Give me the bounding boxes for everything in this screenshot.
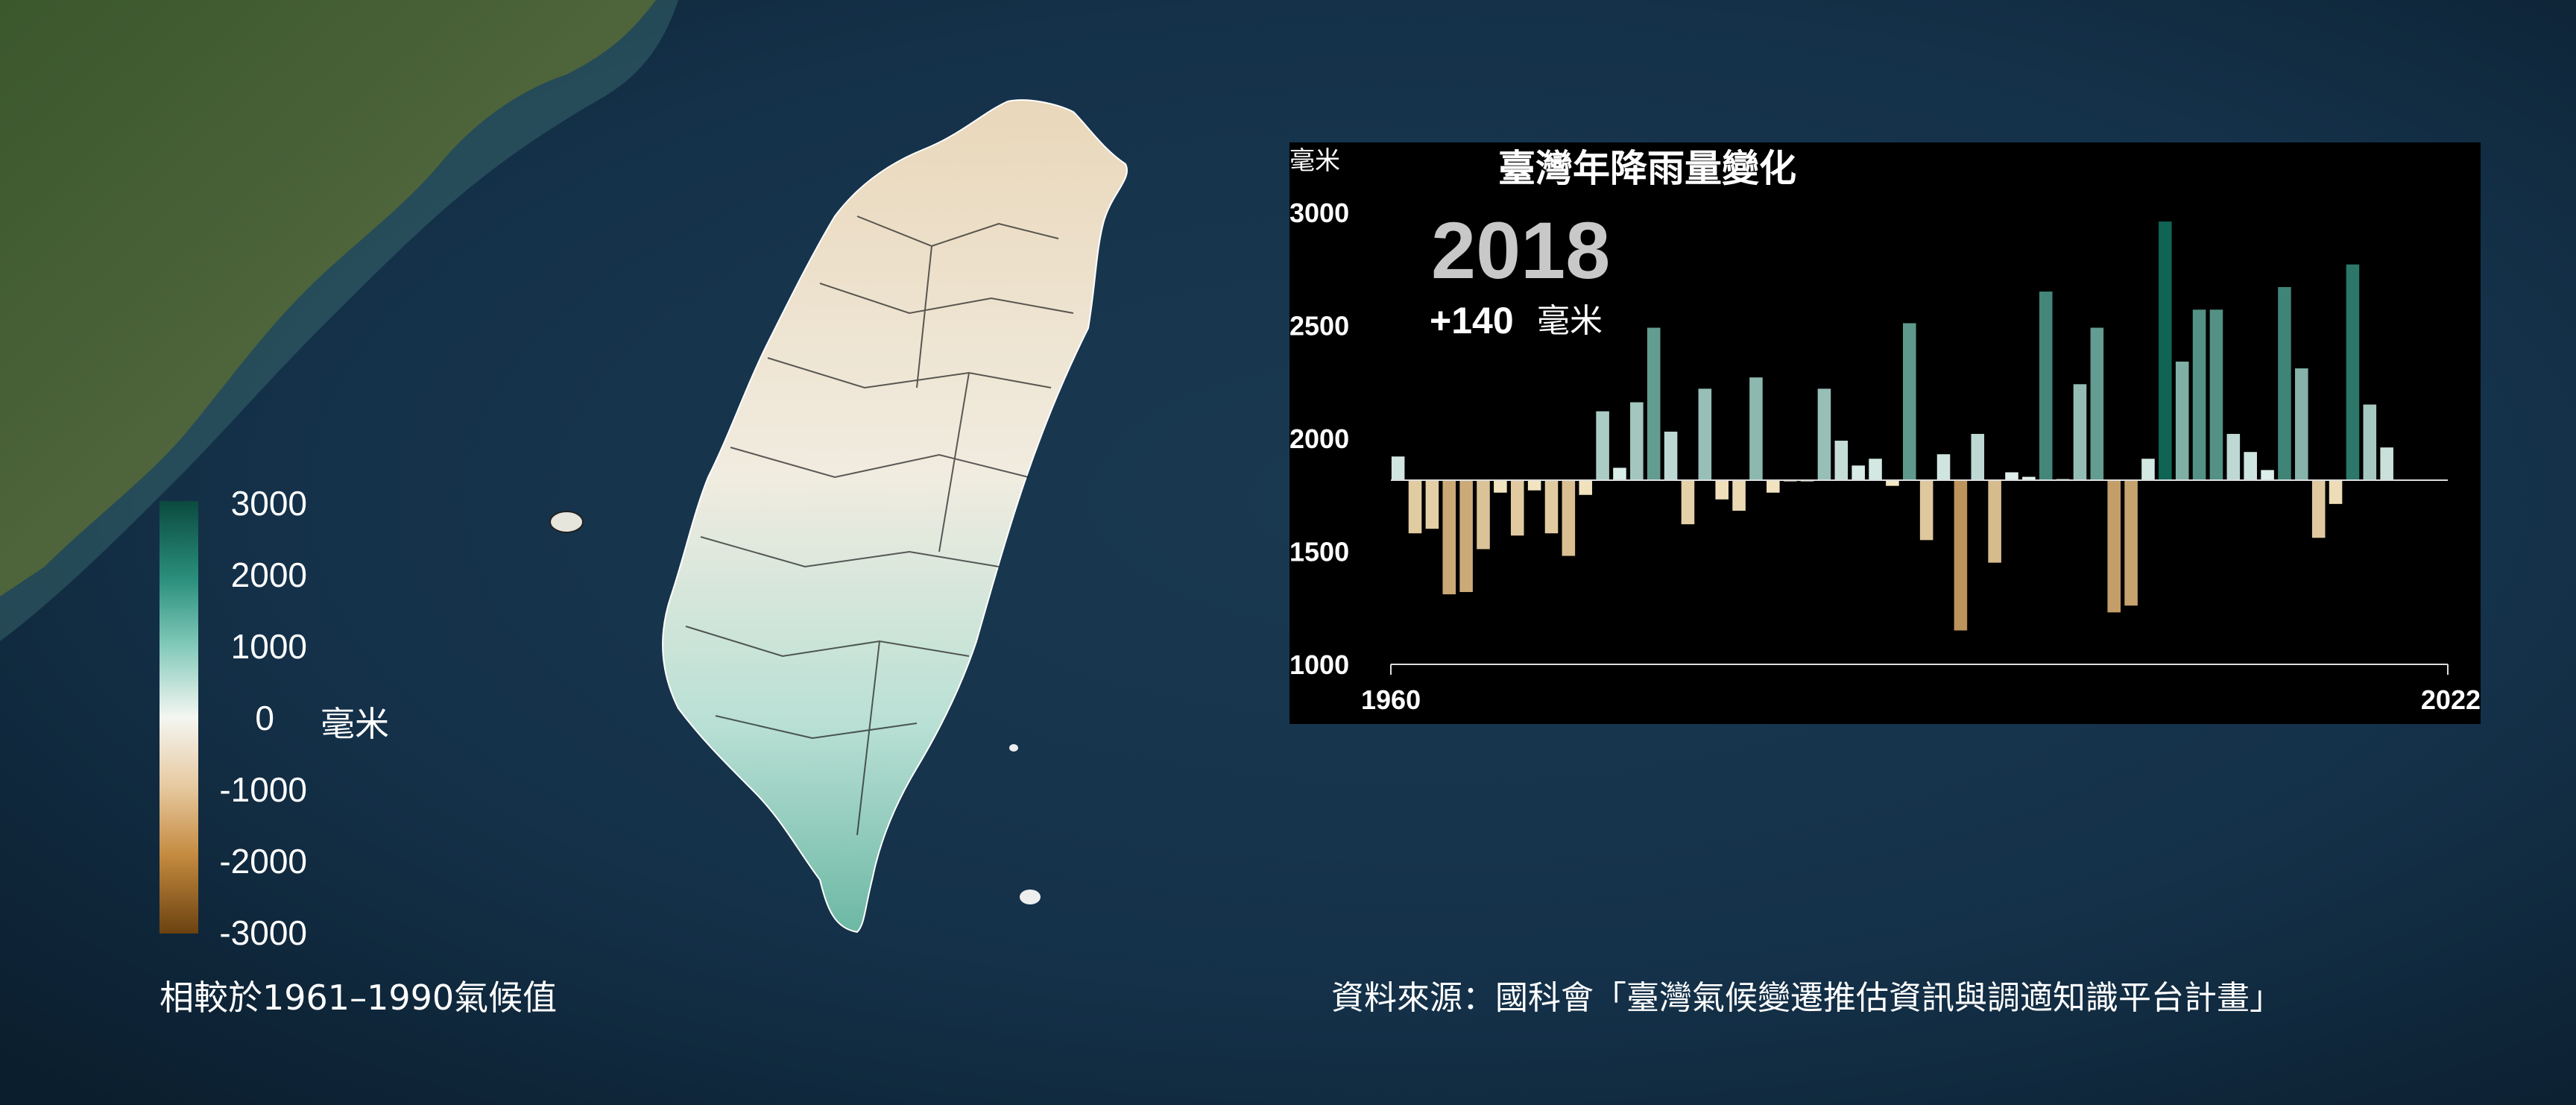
bar-1963 — [1442, 480, 1456, 595]
orchid-island — [1020, 890, 1041, 904]
colorbar-tick-1000: 1000 — [230, 627, 307, 666]
bar-2013 — [2295, 368, 2308, 481]
bar-1974 — [1630, 402, 1644, 481]
bar-2000 — [2073, 384, 2087, 481]
bar-1989 — [1886, 480, 1899, 486]
highlight-year: 2018 — [1431, 205, 1610, 295]
bar-1986 — [1834, 441, 1849, 481]
bar-1975 — [1647, 327, 1661, 481]
bar-1988 — [1869, 459, 1882, 481]
y-tick-label: 2000 — [1289, 424, 1349, 454]
bar-1971 — [1579, 480, 1593, 495]
bar-1960 — [1391, 456, 1405, 481]
bar-1990 — [1903, 323, 1916, 481]
bar-1996 — [2005, 472, 2018, 481]
colorbar-tick-0: 0 — [255, 699, 274, 737]
colorbar — [160, 501, 198, 934]
bar-1961 — [1408, 480, 1422, 534]
bar-2009 — [2226, 433, 2241, 481]
y-tick-label: 2500 — [1289, 311, 1349, 341]
bar-1981 — [1749, 377, 1763, 481]
y-tick-label: 1000 — [1289, 649, 1349, 680]
bar-1982 — [1767, 480, 1780, 493]
baseline-note: 相較於1961–1990氣候值 — [160, 978, 558, 1018]
rainfall-bar-chart: 臺灣年降雨量變化 毫米 2018 +140 毫米 3000 2500 2000 150… — [1289, 146, 2481, 715]
colorbar-tick-minus-1000: -1000 — [219, 770, 307, 809]
bar-2014 — [2311, 480, 2326, 538]
colorbar-tick-minus-3000: -3000 — [219, 913, 307, 952]
bar-1962 — [1425, 480, 1439, 529]
bar-1993 — [1954, 480, 1968, 631]
bar-2001 — [2090, 327, 2104, 481]
bar-2017 — [2363, 404, 2377, 481]
colorbar-tick-2000: 2000 — [230, 555, 307, 594]
penghu-islands — [549, 511, 584, 533]
y-tick-label: 1500 — [1289, 537, 1349, 567]
bar-1964 — [1459, 480, 1473, 593]
bar-1991 — [1919, 480, 1933, 541]
bar-1978 — [1698, 388, 1712, 481]
colorbar-tick-minus-2000: -2000 — [219, 842, 307, 881]
bar-1973 — [1613, 468, 1626, 481]
coastal-shallows — [0, 0, 678, 641]
bar-2007 — [2192, 309, 2206, 481]
x-tick-label: 1960 — [1361, 684, 1421, 715]
taiwan-island — [662, 99, 1128, 934]
bar-2004 — [2141, 459, 2155, 481]
bar-1992 — [1936, 454, 1951, 481]
bar-1969 — [1544, 480, 1559, 534]
bar-1987 — [1852, 465, 1865, 481]
colorbar-tick-3000: 3000 — [230, 484, 307, 523]
bar-2002 — [2107, 480, 2121, 613]
bar-2006 — [2175, 361, 2189, 481]
bar-2010 — [2244, 452, 2257, 481]
bar-1994 — [1971, 433, 1985, 481]
bar-1997 — [2022, 476, 2036, 481]
bar-1979 — [1715, 480, 1729, 500]
x-tick-label: 2022 — [2421, 684, 2481, 715]
bar-1972 — [1596, 411, 1609, 481]
fujian-coast — [0, 0, 656, 596]
bar-1980 — [1732, 480, 1746, 511]
bar-1970 — [1562, 480, 1576, 556]
bar-1966 — [1494, 480, 1507, 493]
chart-title: 臺灣年降雨量變化 — [1498, 147, 1796, 190]
bar-1965 — [1477, 480, 1490, 550]
bar-1976 — [1664, 431, 1678, 481]
y-tick-label: 3000 — [1289, 198, 1349, 228]
bar-2015 — [2329, 480, 2343, 504]
bar-2011 — [2261, 470, 2274, 481]
y-axis-label: 毫米 — [1289, 146, 1340, 176]
colorbar-unit: 毫米 — [321, 704, 389, 744]
bar-2008 — [2209, 309, 2223, 481]
county-borders — [685, 215, 1074, 836]
bar-1985 — [1817, 388, 1831, 481]
bar-1977 — [1681, 480, 1695, 525]
highlight-delta: +140 — [1430, 300, 1514, 341]
bar-1995 — [1988, 480, 2001, 563]
bar-2012 — [2278, 286, 2291, 481]
bar-1998 — [2039, 292, 2053, 481]
bar-2005 — [2159, 221, 2172, 481]
green-island — [1009, 744, 1018, 752]
bar-1967 — [1510, 480, 1524, 536]
highlight-unit: 毫米 — [1537, 302, 1603, 340]
bar-2016 — [2346, 264, 2360, 481]
source-note: 資料來源：國科會「臺灣氣候變遷推估資訊與調適知識平台計畫」 — [1331, 979, 2282, 1017]
bar-1968 — [1527, 480, 1541, 491]
bar-2018 — [2380, 447, 2393, 481]
bar-2003 — [2124, 480, 2138, 606]
